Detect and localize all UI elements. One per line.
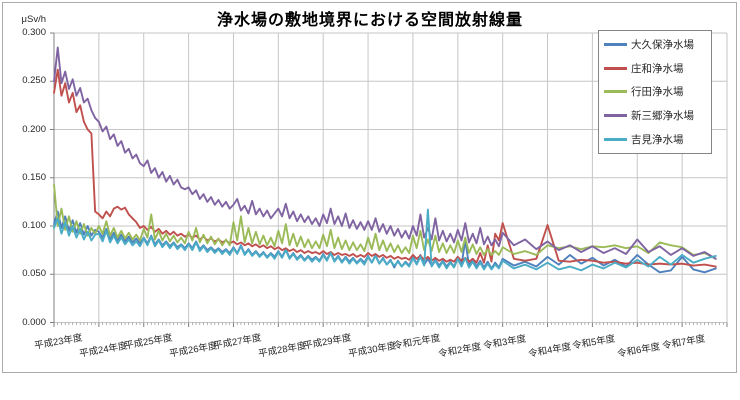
legend-item: 行田浄水場 [604, 84, 711, 99]
plot-svg [50, 32, 728, 327]
series-line-okubo [53, 210, 717, 274]
y-tick-label: 0.150 [22, 171, 46, 183]
legend-label: 大久保浄水場 [631, 39, 694, 52]
legend-label: 行田浄水場 [631, 86, 684, 99]
y-tick-label: 0.050 [22, 268, 46, 280]
y-tick-label: 0.100 [22, 220, 46, 231]
y-tick-label: 0.200 [22, 123, 46, 135]
legend-line-swatch [604, 66, 627, 70]
legend-label: 新三郷浄水場 [631, 110, 694, 123]
legend-line-swatch [604, 137, 627, 141]
y-tick-label: 0.000 [22, 316, 46, 328]
legend-item: 新三郷浄水場 [604, 108, 711, 123]
legend-label: 庄和浄水場 [631, 62, 684, 75]
legend-item: 大久保浄水場 [604, 37, 711, 52]
legend-line-swatch [604, 43, 627, 47]
legend-item: 庄和浄水場 [604, 61, 711, 76]
legend-label: 吉見浄水場 [631, 133, 684, 146]
chart-title: 浄水場の敷地境界における空間放射線量 [216, 12, 523, 29]
series-line-gyoda [53, 183, 717, 260]
legend-line-swatch [604, 114, 627, 118]
y-tick-label: 0.300 [22, 27, 46, 38]
series-line-shinmisato [53, 46, 717, 260]
legend-line-swatch [604, 90, 627, 94]
series-line-showa [53, 68, 717, 268]
y-axis-unit-label: μSv/h [21, 14, 46, 25]
y-tick-label: 0.250 [22, 75, 46, 87]
series-line-yoshimi [53, 208, 717, 272]
legend-box: 大久保浄水場 庄和浄水場行田浄水場新三郷浄水場 吉見浄水場 [598, 30, 712, 154]
legend-item: 吉見浄水場 [604, 132, 711, 147]
